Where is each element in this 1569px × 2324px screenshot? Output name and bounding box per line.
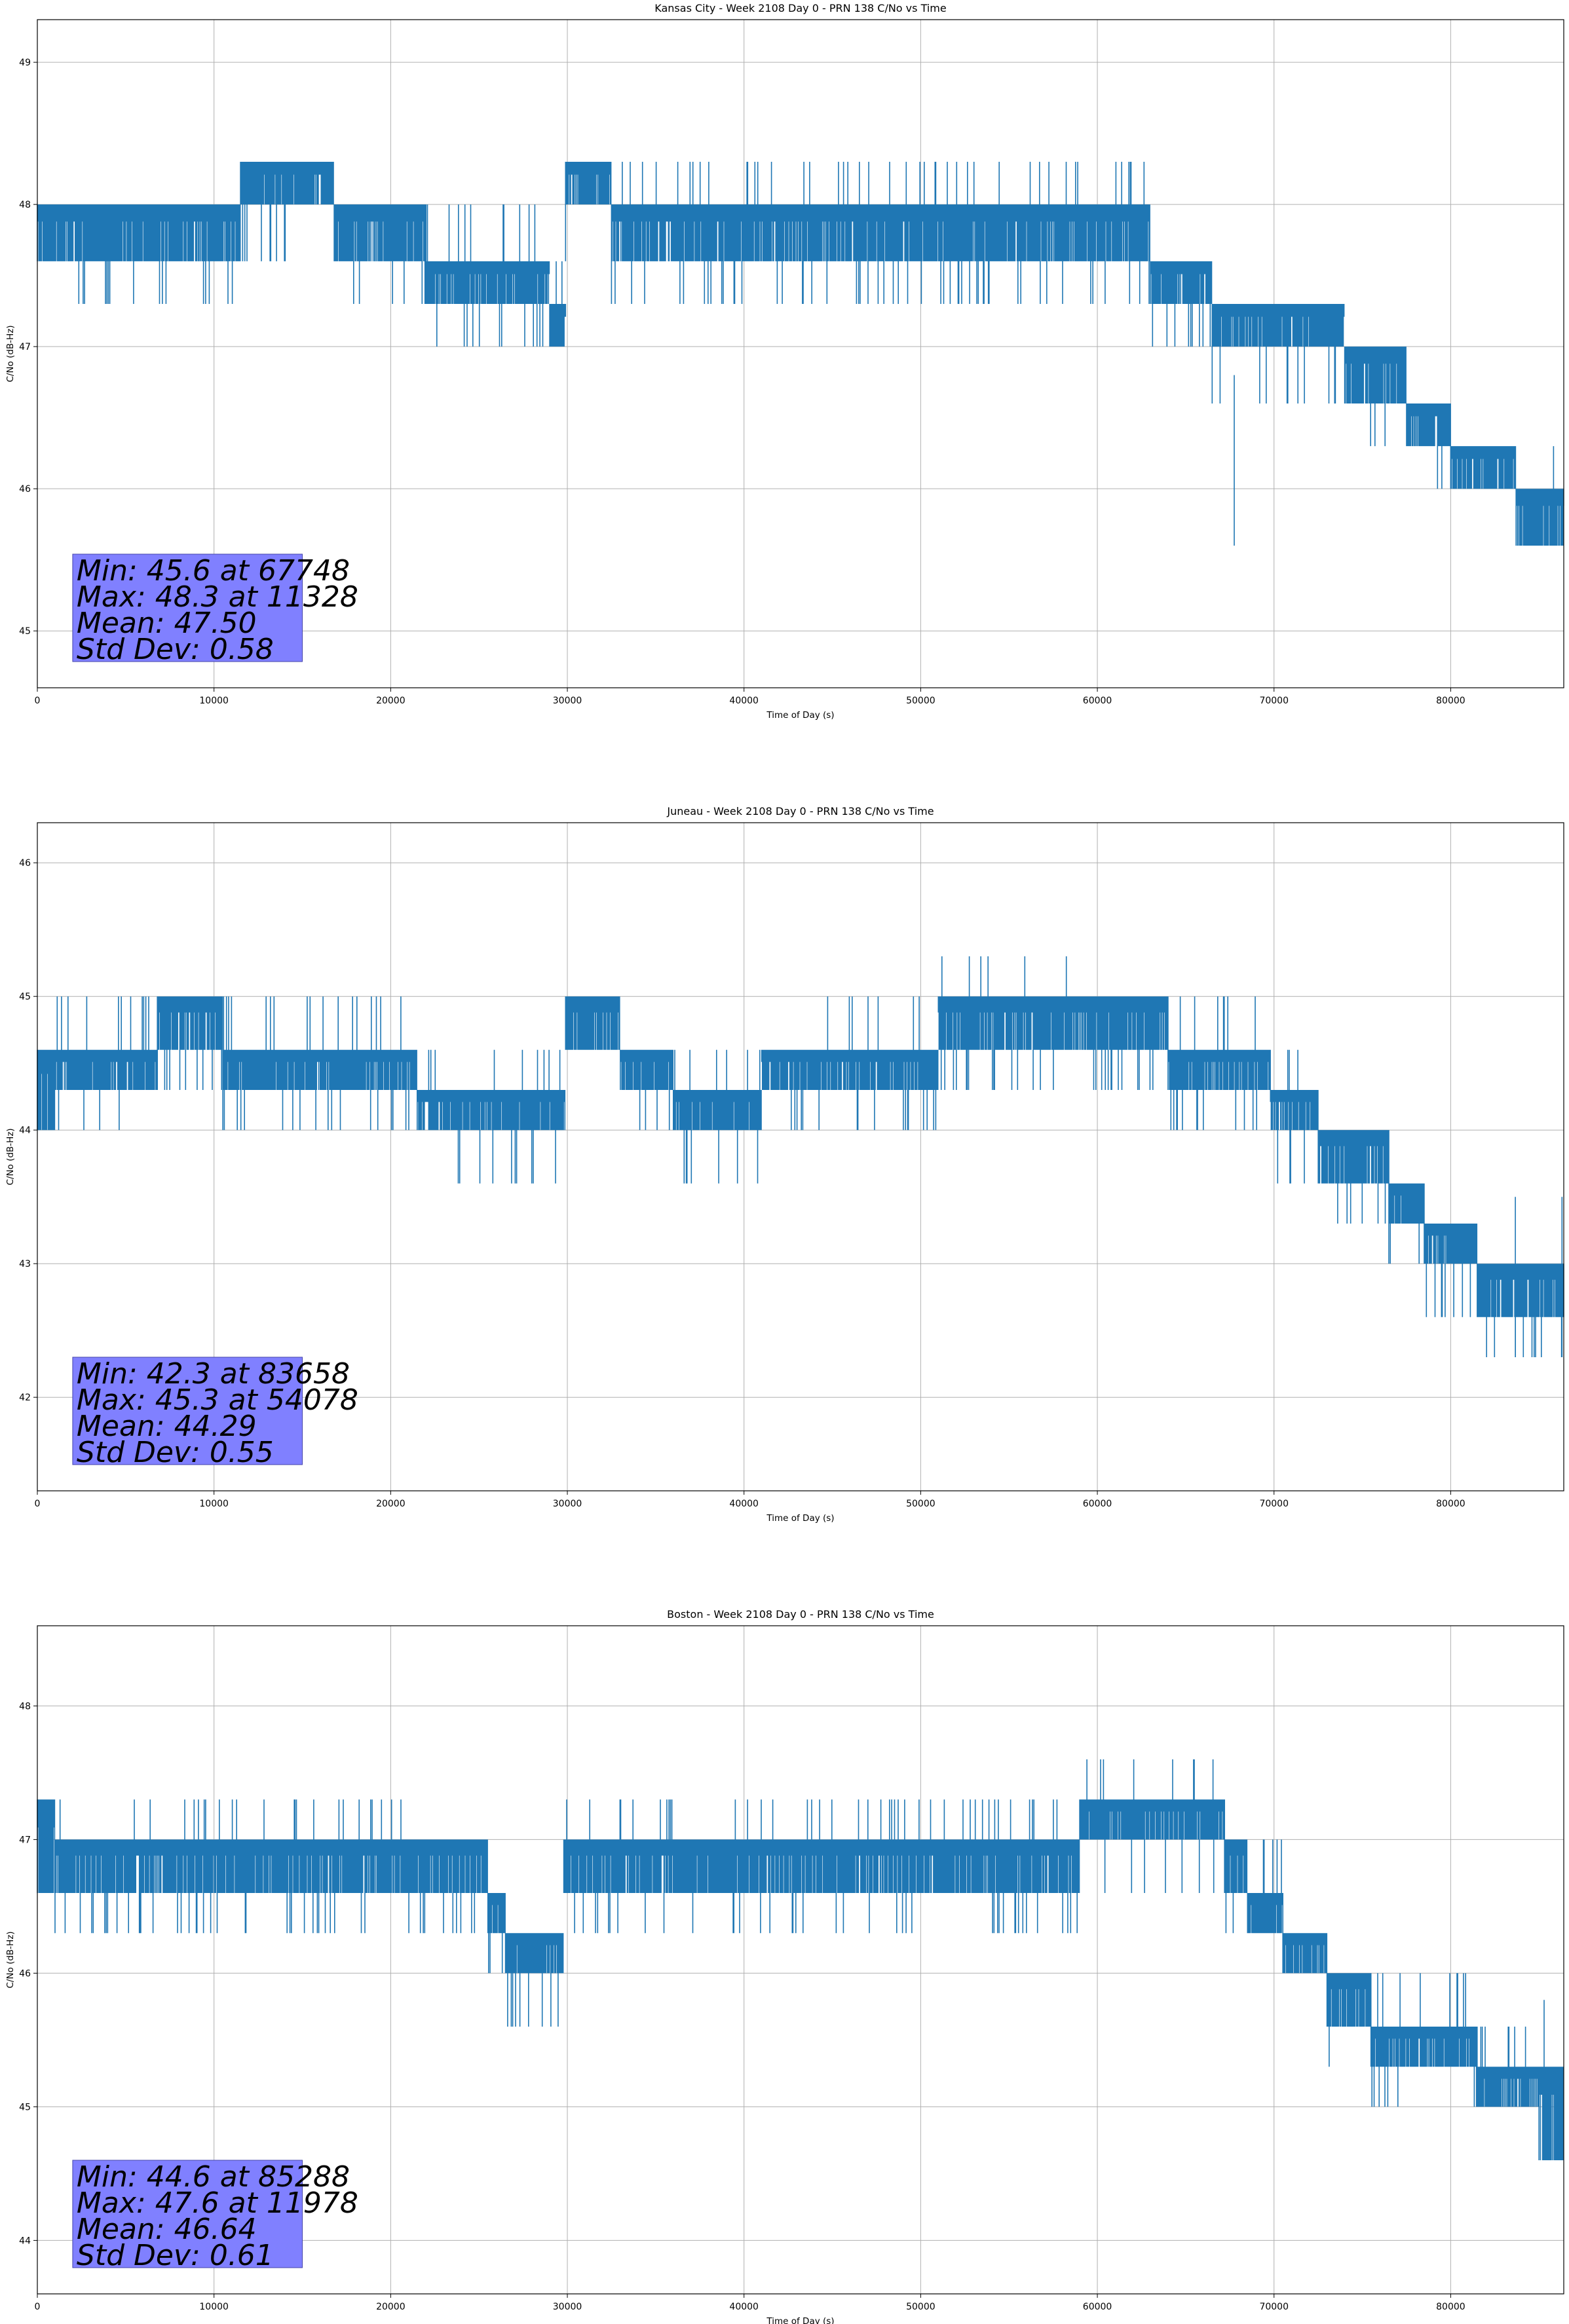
x-tick-label: 40000 bbox=[729, 2302, 759, 2312]
cno-series-line bbox=[37, 1759, 1564, 2160]
cno-series-line bbox=[37, 956, 1564, 1357]
stats-line: Mean: 46.64 bbox=[77, 2213, 257, 2246]
stats-box bbox=[72, 1357, 303, 1465]
y-tick-label: 46 bbox=[19, 484, 31, 495]
y-tick-label: 46 bbox=[19, 1968, 31, 1979]
chart-panel-3: 0 10000 20000 30000 40000 50000 60000 70000 8000… bbox=[5, 1608, 1564, 2324]
y-axis-label: C/No (dB-Hz) bbox=[5, 325, 16, 382]
chart-title: Boston - Week 2108 Day 0 - PRN 138 C/No … bbox=[667, 1608, 934, 1621]
stats-line: Std Dev: 0.61 bbox=[77, 2239, 274, 2272]
x-tick-label: 10000 bbox=[199, 1499, 229, 1509]
x-tick-label: 40000 bbox=[729, 696, 759, 706]
chart-title: Juneau - Week 2108 Day 0 - PRN 138 C/No … bbox=[666, 805, 934, 817]
x-tick-label: 70000 bbox=[1259, 696, 1289, 706]
x-axis-label: Time of Day (s) bbox=[766, 2316, 834, 2324]
chart-panel-1: 0 10000 20000 30000 40000 50000 60000 70000 8000… bbox=[5, 2, 1564, 721]
stats-line: Std Dev: 0.58 bbox=[77, 633, 274, 666]
x-tick-label: 30000 bbox=[553, 696, 582, 706]
x-tick-label: 70000 bbox=[1259, 2302, 1289, 2312]
y-axis-label: C/No (dB-Hz) bbox=[5, 1128, 16, 1185]
y-tick-label: 44 bbox=[19, 1125, 31, 1136]
x-tick-label: 20000 bbox=[376, 696, 406, 706]
x-tick-label: 50000 bbox=[906, 696, 936, 706]
chart-panel-2: 0 10000 20000 30000 40000 50000 60000 70000 8000… bbox=[5, 805, 1564, 1524]
x-tick-label: 60000 bbox=[1083, 1499, 1112, 1509]
y-tick-label: 42 bbox=[19, 1393, 31, 1403]
x-tick-label: 50000 bbox=[906, 2302, 936, 2312]
x-tick-label: 0 bbox=[35, 696, 41, 706]
x-tick-label: 80000 bbox=[1436, 696, 1465, 706]
y-tick-label: 47 bbox=[19, 1835, 31, 1845]
y-tick-label: 46 bbox=[19, 858, 31, 869]
x-tick-label: 60000 bbox=[1083, 2302, 1112, 2312]
chart-title: Kansas City - Week 2108 Day 0 - PRN 138 … bbox=[654, 2, 946, 14]
stats-line: Min: 42.3 at 83658 bbox=[77, 1357, 350, 1391]
axes-frame bbox=[37, 1625, 1564, 2295]
x-tick-label: 20000 bbox=[376, 1499, 406, 1509]
axes-frame bbox=[37, 822, 1564, 1491]
x-tick-label: 50000 bbox=[906, 1499, 936, 1509]
y-axis-label: C/No (dB-Hz) bbox=[5, 1931, 16, 1988]
stats-line: Max: 47.6 at 11978 bbox=[77, 2186, 358, 2220]
stats-box bbox=[72, 2160, 303, 2268]
cno-series-line bbox=[37, 162, 1564, 546]
stats-line: Max: 45.3 at 54078 bbox=[77, 1383, 358, 1417]
y-tick-label: 48 bbox=[19, 200, 31, 210]
y-tick-label: 47 bbox=[19, 342, 31, 352]
x-tick-label: 0 bbox=[35, 2302, 41, 2312]
x-axis-label: Time of Day (s) bbox=[766, 1513, 834, 1524]
axes-frame bbox=[37, 19, 1564, 688]
x-tick-label: 30000 bbox=[553, 2302, 582, 2312]
y-tick-label: 44 bbox=[19, 2236, 31, 2246]
x-tick-label: 80000 bbox=[1436, 1499, 1465, 1509]
x-tick-label: 80000 bbox=[1436, 2302, 1465, 2312]
stats-box bbox=[72, 553, 303, 662]
y-tick-label: 48 bbox=[19, 1701, 31, 1712]
stats-line: Min: 45.6 at 67748 bbox=[77, 554, 350, 588]
y-tick-label: 45 bbox=[19, 992, 31, 1002]
x-tick-label: 0 bbox=[35, 1499, 41, 1509]
y-tick-label: 49 bbox=[19, 58, 31, 68]
y-tick-label: 45 bbox=[19, 626, 31, 637]
x-tick-label: 30000 bbox=[553, 1499, 582, 1509]
stats-line: Mean: 47.50 bbox=[77, 607, 257, 640]
x-tick-label: 60000 bbox=[1083, 696, 1112, 706]
y-tick-label: 45 bbox=[19, 2102, 31, 2112]
x-tick-label: 10000 bbox=[199, 696, 229, 706]
x-tick-label: 70000 bbox=[1259, 1499, 1289, 1509]
stats-line: Max: 48.3 at 11328 bbox=[77, 580, 358, 614]
x-tick-label: 10000 bbox=[199, 2302, 229, 2312]
x-tick-label: 40000 bbox=[729, 1499, 759, 1509]
x-tick-label: 20000 bbox=[376, 2302, 406, 2312]
y-tick-label: 43 bbox=[19, 1259, 31, 1269]
stats-line: Std Dev: 0.55 bbox=[77, 1436, 274, 1469]
stats-line: Min: 44.6 at 85288 bbox=[77, 2160, 350, 2194]
stats-line: Mean: 44.29 bbox=[77, 1410, 257, 1443]
x-axis-label: Time of Day (s) bbox=[766, 710, 834, 721]
